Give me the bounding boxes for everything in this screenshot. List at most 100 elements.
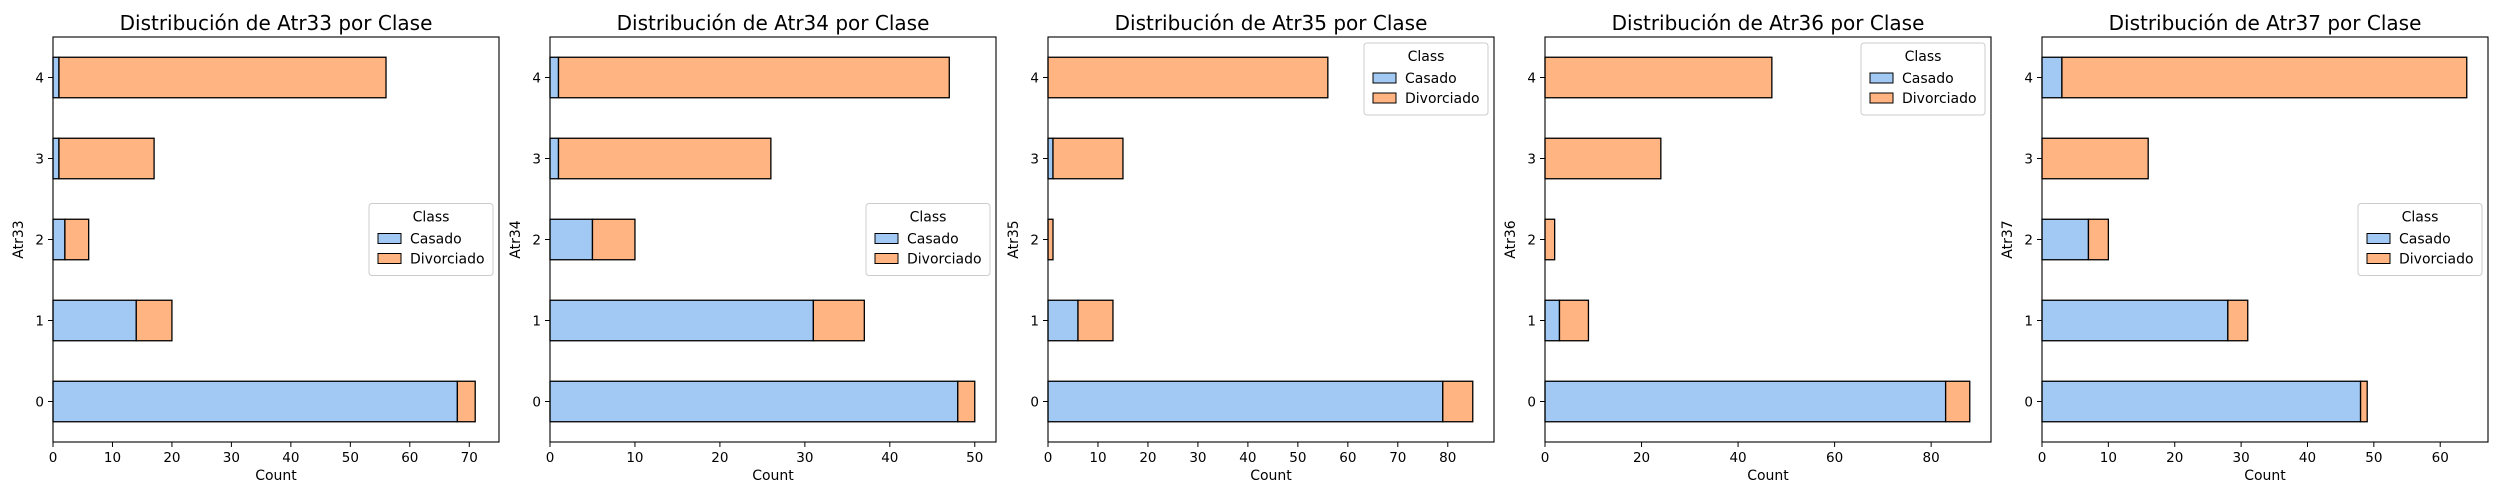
- bar-divorciado-1: [2227, 299, 2249, 342]
- bar-divorciado-4: [1047, 56, 1329, 99]
- bar-casado-2: [549, 218, 594, 261]
- bar-divorciado-3: [1052, 137, 1124, 180]
- legend-swatch-divorciado: [1372, 92, 1397, 104]
- x-tick-label: 50: [966, 450, 983, 466]
- x-axis-label: Count: [752, 468, 794, 484]
- y-axis-label: Atr36: [1503, 220, 1519, 258]
- legend-label-divorciado: Divorciado: [2399, 252, 2474, 268]
- bar-divorciado-3: [557, 137, 772, 180]
- bar-casado-2: [2041, 218, 2090, 261]
- x-tick-label: 50: [2365, 450, 2382, 466]
- bar-divorciado-0: [1944, 380, 1971, 423]
- y-tick-label: 3: [2024, 152, 2033, 168]
- x-axis-label: Count: [1747, 468, 1789, 484]
- x-tick-label: 10: [626, 450, 643, 466]
- bar-divorciado-3: [1544, 137, 1662, 180]
- x-tick-label: 0: [2038, 450, 2047, 466]
- legend-label-divorciado: Divorciado: [410, 252, 485, 268]
- y-axis-label: Atr37: [2000, 220, 2016, 258]
- y-tick-label: 4: [532, 71, 541, 87]
- y-tick-label: 0: [1527, 395, 1536, 411]
- y-tick-label: 0: [1030, 395, 1039, 411]
- bar-divorciado-1: [1077, 299, 1114, 342]
- legend-title: Class: [413, 210, 450, 226]
- legend-label-casado: Casado: [1902, 71, 1954, 87]
- y-tick-label: 2: [1030, 233, 1039, 249]
- legend-label-casado: Casado: [2399, 232, 2451, 248]
- legend-label-casado: Casado: [410, 232, 462, 248]
- x-tick-label: 80: [1923, 450, 1940, 466]
- bar-casado-4: [549, 56, 560, 99]
- y-tick-label: 4: [2024, 71, 2033, 87]
- x-tick-label: 30: [796, 450, 813, 466]
- legend-label-divorciado: Divorciado: [907, 252, 982, 268]
- y-tick-label: 4: [1030, 71, 1039, 87]
- bar-divorciado-2: [64, 218, 90, 261]
- x-tick-label: 30: [1189, 450, 1206, 466]
- bar-casado-1: [549, 299, 815, 342]
- bar-casado-4: [52, 56, 60, 99]
- y-tick-label: 1: [1030, 314, 1039, 330]
- bar-divorciado-2: [2087, 218, 2110, 261]
- y-tick-label: 2: [35, 233, 44, 249]
- x-tick-label: 40: [1729, 450, 1746, 466]
- bar-casado-0: [1544, 380, 1947, 423]
- legend-label-casado: Casado: [907, 232, 959, 248]
- x-tick-label: 60: [2432, 450, 2449, 466]
- legend-swatch-divorciado: [377, 253, 402, 264]
- bar-divorciado-3: [58, 137, 155, 180]
- x-tick-label: 60: [401, 450, 418, 466]
- x-tick-label: 50: [342, 450, 359, 466]
- bar-casado-3: [1047, 137, 1054, 180]
- x-axis-label: Count: [255, 468, 297, 484]
- y-tick-label: 4: [35, 71, 44, 87]
- x-tick-label: 20: [1633, 450, 1650, 466]
- legend-swatch-casado: [874, 233, 899, 244]
- y-axis-label: Atr34: [508, 220, 524, 258]
- y-tick-label: 0: [532, 395, 541, 411]
- bar-casado-3: [52, 137, 60, 180]
- chart-title: Distribución de Atr33 por Clase: [120, 11, 433, 35]
- chart-title: Distribución de Atr35 por Clase: [1115, 11, 1428, 35]
- y-tick-label: 0: [35, 395, 44, 411]
- legend-swatch-casado: [1372, 72, 1397, 84]
- y-tick-label: 2: [1527, 233, 1536, 249]
- bar-casado-1: [1047, 299, 1079, 342]
- y-tick-label: 2: [532, 233, 541, 249]
- bar-casado-0: [1047, 380, 1444, 423]
- x-tick-label: 0: [49, 450, 58, 466]
- chart-title: Distribución de Atr36 por Clase: [1612, 11, 1925, 35]
- bar-divorciado-0: [2359, 380, 2368, 423]
- bar-casado-3: [549, 137, 560, 180]
- y-axis-label: Atr33: [11, 220, 27, 258]
- y-tick-label: 1: [1527, 314, 1536, 330]
- bar-divorciado-4: [557, 56, 950, 99]
- legend-swatch-casado: [1869, 72, 1894, 84]
- x-tick-label: 10: [104, 450, 121, 466]
- bar-divorciado-4: [58, 56, 387, 99]
- y-axis-label: Atr35: [1006, 220, 1022, 258]
- bar-divorciado-0: [957, 380, 976, 423]
- x-tick-label: 20: [163, 450, 180, 466]
- x-tick-label: 40: [282, 450, 299, 466]
- x-tick-label: 40: [2299, 450, 2316, 466]
- legend-swatch-casado: [2366, 233, 2391, 244]
- bar-casado-1: [2041, 299, 2229, 342]
- legend: Class Casado Divorciado: [1860, 42, 1986, 116]
- y-tick-label: 0: [2024, 395, 2033, 411]
- x-tick-label: 0: [546, 450, 555, 466]
- legend-title: Class: [910, 210, 947, 226]
- y-tick-label: 1: [532, 314, 541, 330]
- x-tick-label: 0: [1044, 450, 1053, 466]
- legend-swatch-divorciado: [2366, 253, 2391, 264]
- bar-divorciado-0: [456, 380, 476, 423]
- x-tick-label: 80: [1439, 450, 1456, 466]
- legend: Class Casado Divorciado: [2357, 203, 2483, 276]
- bar-casado-1: [52, 299, 137, 342]
